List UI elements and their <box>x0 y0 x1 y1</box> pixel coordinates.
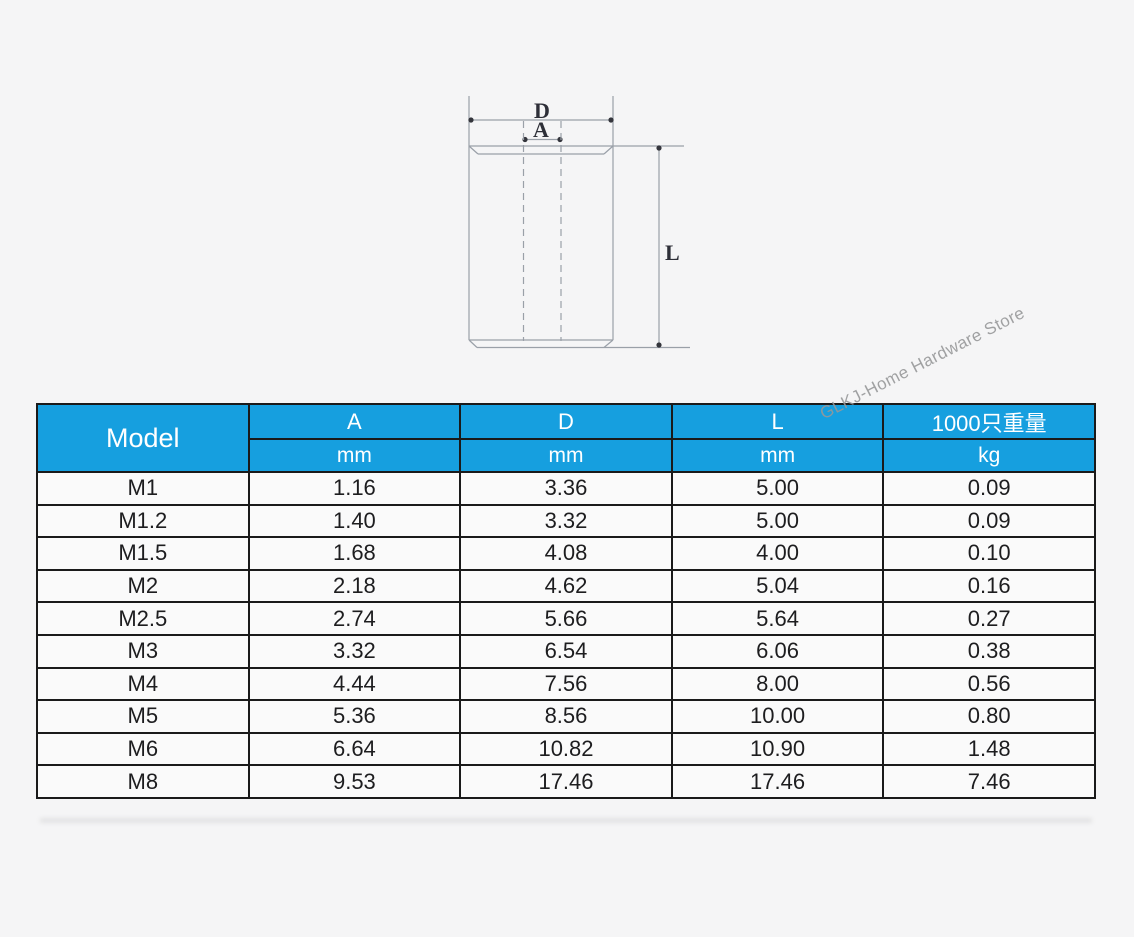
cell-model: M2.5 <box>36 601 250 636</box>
cell-model: M6 <box>36 731 250 767</box>
cell-model: M2 <box>36 568 250 604</box>
table-units-row: mm mm mm kg <box>37 438 1096 473</box>
cell-a: 1.40 <box>247 503 462 539</box>
cell-model: M1 <box>36 471 250 506</box>
cell-model: M3 <box>36 633 250 669</box>
cell-weight: 0.80 <box>882 699 1096 734</box>
cell-a: 5.36 <box>247 699 462 734</box>
cell-model: M8 <box>36 764 250 799</box>
header-col-a: A <box>247 403 462 440</box>
cylinder-outline <box>468 145 614 349</box>
cell-model: M1.2 <box>36 503 250 539</box>
cell-weight: 0.16 <box>882 568 1096 604</box>
cell-d: 3.32 <box>459 503 673 539</box>
cell-a: 3.32 <box>247 633 462 669</box>
cell-a: 1.16 <box>247 471 462 506</box>
cell-weight: 0.38 <box>882 633 1096 669</box>
dim-label-d: D <box>534 98 550 123</box>
cell-model: M1.5 <box>36 536 250 571</box>
cell-d: 10.82 <box>459 731 673 767</box>
cell-l: 17.46 <box>670 764 885 799</box>
table-row: M3 3.32 6.54 6.06 0.38 <box>36 633 1096 669</box>
cell-weight: 0.09 <box>882 471 1096 506</box>
cell-l: 6.06 <box>670 633 885 669</box>
cell-d: 17.46 <box>459 764 673 799</box>
cell-weight: 0.10 <box>882 536 1096 571</box>
cell-l: 8.00 <box>670 666 885 702</box>
cell-d: 3.36 <box>459 471 673 506</box>
cell-model: M4 <box>36 666 250 702</box>
cell-a: 1.68 <box>247 536 462 571</box>
dim-line-l <box>604 145 690 349</box>
cell-d: 4.08 <box>459 536 673 571</box>
cell-d: 8.56 <box>459 699 673 734</box>
thread-hidden-lines <box>522 121 562 341</box>
cell-a: 9.53 <box>247 764 462 799</box>
table-row: M1.2 1.40 3.32 5.00 0.09 <box>36 503 1096 539</box>
cell-a: 4.44 <box>247 666 462 702</box>
unit-a: mm <box>247 438 462 473</box>
cell-weight: 0.56 <box>882 666 1096 702</box>
spec-table: Model A D L 1000只重量 mm mm mm kg M1 1.16 3.… <box>36 403 1096 799</box>
table-row: M4 4.44 7.56 8.00 0.56 <box>36 666 1096 702</box>
cell-d: 4.62 <box>459 568 673 604</box>
table-row: M5 5.36 8.56 10.00 0.80 <box>36 699 1096 734</box>
cell-d: 7.56 <box>459 666 673 702</box>
unit-l: mm <box>670 438 885 473</box>
cell-d: 6.54 <box>459 633 673 669</box>
header-col-l: L <box>670 403 885 440</box>
table-row: M6 6.64 10.82 10.90 1.48 <box>36 731 1096 767</box>
unit-d: mm <box>459 438 673 473</box>
cell-weight: 0.27 <box>882 601 1096 636</box>
table-header-row: Model A D L 1000只重量 <box>36 403 1096 473</box>
cell-weight: 7.46 <box>882 764 1096 799</box>
cell-a: 2.18 <box>247 568 462 604</box>
table-row: M2.5 2.74 5.66 5.64 0.27 <box>36 601 1096 636</box>
cell-l: 5.00 <box>670 503 885 539</box>
cell-l: 10.00 <box>670 699 885 734</box>
cell-a: 6.64 <box>247 731 462 767</box>
cell-l: 5.00 <box>670 471 885 506</box>
header-model: Model <box>36 403 250 473</box>
table-row: M1 1.16 3.36 5.00 0.09 <box>36 471 1096 506</box>
table-row: M1.5 1.68 4.08 4.00 0.10 <box>36 536 1096 571</box>
dim-line-d <box>468 117 614 123</box>
cell-a: 2.74 <box>247 601 462 636</box>
cell-weight: 1.48 <box>882 731 1096 767</box>
technical-drawing: D A <box>468 96 690 349</box>
cell-l: 5.64 <box>670 601 885 636</box>
cell-weight: 0.09 <box>882 503 1096 539</box>
dim-label-a: A <box>533 117 549 142</box>
table-shadow <box>40 818 1092 823</box>
unit-weight: kg <box>882 438 1096 473</box>
table-row: M8 9.53 17.46 17.46 7.46 <box>36 764 1096 799</box>
table-row: M2 2.18 4.62 5.04 0.16 <box>36 568 1096 604</box>
cell-model: M5 <box>36 699 250 734</box>
header-col-weight: 1000只重量 <box>882 403 1096 440</box>
cell-d: 5.66 <box>459 601 673 636</box>
dim-label-l: L <box>665 240 680 265</box>
cell-l: 4.00 <box>670 536 885 571</box>
cell-l: 10.90 <box>670 731 885 767</box>
cell-l: 5.04 <box>670 568 885 604</box>
header-col-d: D <box>459 403 673 440</box>
